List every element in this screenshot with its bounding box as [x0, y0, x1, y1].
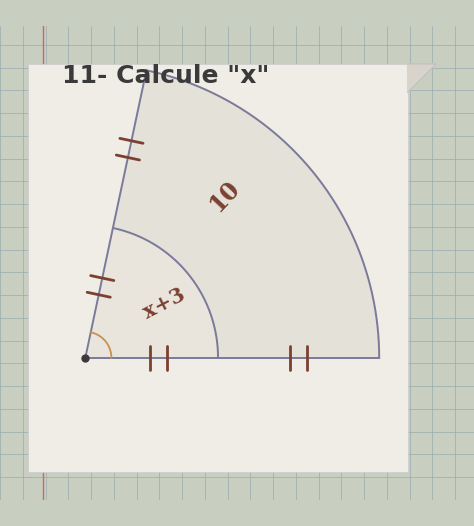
FancyBboxPatch shape [28, 64, 408, 472]
Polygon shape [408, 64, 436, 93]
Polygon shape [113, 70, 379, 358]
Polygon shape [85, 228, 218, 358]
Text: 10: 10 [204, 176, 245, 216]
Text: 11- Calcule "x": 11- Calcule "x" [62, 64, 269, 88]
Text: x+3: x+3 [140, 285, 189, 323]
